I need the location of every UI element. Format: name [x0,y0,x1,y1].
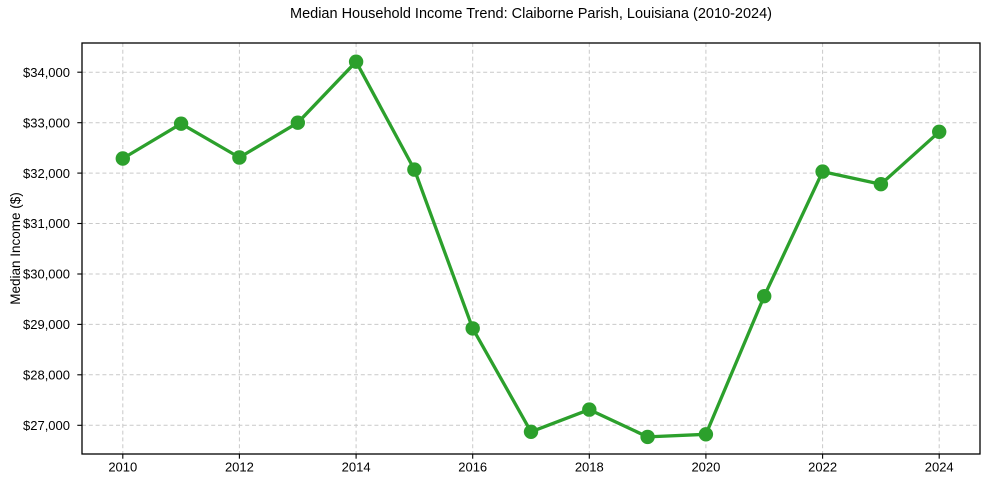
x-tick-labels: 2010 2012 2014 2016 2018 2020 2022 2024 [108,460,953,475]
x-tick-label: 2024 [925,460,954,475]
y-tick-label: $27,000 [23,418,70,433]
data-point-2017 [523,424,539,439]
x-tick-label: 2016 [458,460,487,475]
data-point-2022 [815,164,830,179]
data-point-2014 [348,54,364,69]
y-tick-label: $30,000 [23,267,70,282]
data-point-2019 [640,429,655,445]
x-tick-label: 2022 [808,460,837,475]
data-point-2011 [173,116,189,131]
plot-border [81,42,981,455]
data-point-2023 [873,177,889,192]
y-tick-label: $28,000 [23,368,70,383]
data-point-2012 [232,150,247,165]
y-axis-title: Median Income ($) [8,192,23,305]
x-tick-label: 2014 [342,460,371,475]
y-tick-label: $29,000 [23,317,70,332]
data-point-2015 [407,162,422,177]
gridlines [82,43,980,454]
data-points [115,54,947,445]
tick-marks [77,71,940,459]
chart-title: Median Household Income Trend: Claiborne… [289,6,772,22]
data-point-2010 [115,151,130,166]
x-tick-label: 2012 [225,460,254,475]
data-point-2021 [757,289,772,304]
x-tick-label: 2010 [108,460,137,475]
y-tick-label: $34,000 [23,65,70,80]
data-point-2018 [582,402,597,417]
y-tick-label: $31,000 [23,216,70,231]
y-tick-label: $32,000 [23,166,70,181]
y-tick-labels: $27,000 $28,000 $29,000 $30,000 $31,000 $32,0… [23,65,70,433]
x-tick-label: 2020 [691,460,720,475]
x-tick-label: 2018 [575,460,604,475]
data-point-2016 [465,321,480,336]
data-point-2024 [932,124,947,139]
data-point-2020 [698,427,714,442]
data-point-2013 [290,115,305,130]
y-tick-label: $33,000 [23,115,70,130]
plot-background [82,43,980,454]
